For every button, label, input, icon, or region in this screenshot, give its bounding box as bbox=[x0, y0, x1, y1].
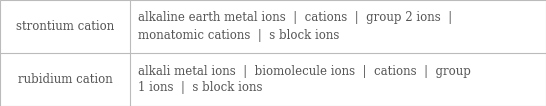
Text: strontium cation: strontium cation bbox=[16, 20, 114, 33]
Text: rubidium cation: rubidium cation bbox=[17, 73, 112, 86]
Text: alkaline earth metal ions  |  cations  |  group 2 ions  |
monatomic cations  |  : alkaline earth metal ions | cations | gr… bbox=[138, 11, 452, 42]
Text: alkali metal ions  |  biomolecule ions  |  cations  |  group
1 ions  |  s block : alkali metal ions | biomolecule ions | c… bbox=[138, 64, 471, 95]
